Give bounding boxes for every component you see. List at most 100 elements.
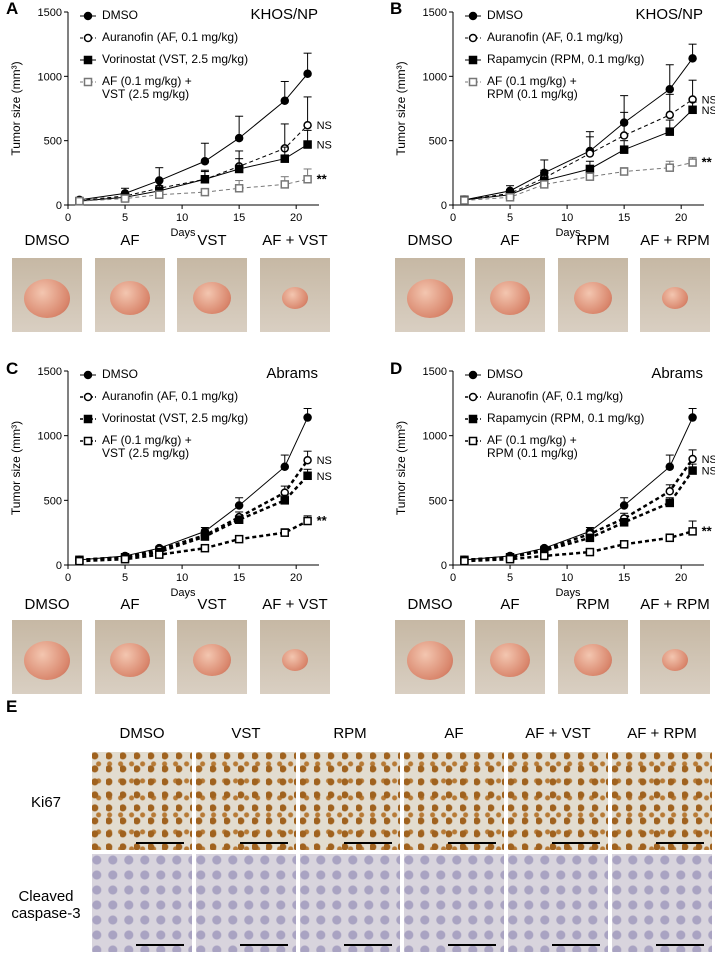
tumor [282, 649, 308, 672]
panel-letter: D [390, 359, 403, 378]
legend-marker [468, 55, 478, 65]
photo-label: AF [500, 232, 520, 249]
x-tick-label: 10 [176, 212, 188, 224]
series-line [464, 109, 693, 201]
point [280, 154, 290, 163]
point [200, 157, 210, 166]
y-tick-label: 0 [441, 560, 447, 572]
point [619, 518, 629, 527]
legend-label: DMSO [102, 8, 138, 22]
row-label: Ki67 [30, 794, 62, 811]
x-tick-label: 10 [176, 572, 188, 584]
legend-marker [83, 55, 93, 65]
column-label: AF [444, 725, 464, 742]
scale-bar [448, 842, 496, 844]
legend-marker [468, 77, 478, 87]
photo-label: DMSO [407, 596, 453, 613]
tumor [574, 282, 612, 315]
annotation: NS [702, 105, 715, 117]
tumor-photo [475, 258, 545, 332]
point [619, 145, 629, 154]
annotation: NS [702, 454, 715, 466]
legend-label: Vorinostat (VST, 2.5 mg/kg) [102, 52, 249, 66]
tumor-photo [177, 258, 247, 332]
point [303, 516, 312, 526]
legend-label: AF (0.1 mg/kg) + RPM (0.1 mg/kg) [487, 433, 578, 460]
photo-label: VST [197, 232, 227, 249]
tumor-photo [475, 620, 545, 694]
tissue-image [612, 854, 712, 952]
legend-label: Auranofin (AF, 0.1 mg/kg) [102, 389, 239, 403]
tumor-photo [558, 620, 628, 694]
tissue-image [300, 854, 400, 952]
point [75, 556, 84, 566]
tumor-photo [395, 620, 465, 694]
tumor-photo [12, 258, 82, 332]
tumor [407, 278, 453, 318]
x-axis-title: Days [555, 587, 581, 599]
photo-label: AF + RPM [640, 596, 710, 613]
y-tick-label: 0 [441, 200, 447, 212]
series-line [464, 458, 694, 562]
legend-label: AF (0.1 mg/kg) + RPM (0.1 mg/kg) [487, 74, 578, 101]
x-tick-label: 0 [65, 572, 71, 584]
photo-label: AF + VST [262, 232, 328, 249]
y-tick-label: 500 [44, 495, 62, 507]
tumor [193, 282, 231, 315]
tumor [490, 643, 530, 678]
point [303, 471, 312, 481]
tumor [110, 643, 150, 678]
legend-marker [83, 33, 93, 43]
point [120, 194, 130, 203]
point [688, 413, 697, 422]
tumor-photo [12, 620, 82, 694]
x-tick-label: 15 [618, 212, 630, 224]
legend-marker [468, 436, 478, 446]
scale-bar [656, 842, 704, 844]
point [688, 105, 697, 115]
legend-marker [83, 77, 93, 87]
panel-letter: E [6, 697, 18, 716]
tumor [407, 640, 453, 680]
annotation: NS [317, 471, 332, 483]
legend-label: DMSO [102, 367, 138, 381]
annotation: ** [317, 513, 328, 528]
point [234, 515, 244, 524]
tumor [24, 640, 70, 680]
chart-title: KHOS/NP [635, 6, 703, 23]
y-tick-label: 1500 [423, 366, 447, 378]
y-axis-title: Tumor size (mm³) [9, 61, 23, 155]
point [505, 193, 515, 202]
legend-label: Vorinostat (VST, 2.5 mg/kg) [102, 411, 249, 425]
series-line [79, 519, 309, 563]
tumor-photo [95, 258, 165, 332]
panel-letter: A [6, 0, 19, 18]
annotation: ** [702, 155, 713, 170]
legend-marker [83, 370, 93, 380]
chart-title: KHOS/NP [250, 6, 318, 23]
point [460, 556, 469, 566]
x-axis-title: Days [170, 227, 196, 239]
x-tick-label: 10 [561, 212, 573, 224]
tissue-image [404, 854, 504, 952]
x-tick-label: 0 [450, 212, 456, 224]
point [665, 84, 675, 94]
x-axis-title: Days [170, 587, 196, 599]
point [505, 554, 515, 564]
scale-bar [240, 842, 288, 844]
tumor-photo [95, 620, 165, 694]
tissue-image [612, 752, 712, 850]
point [234, 501, 244, 510]
scale-bar [552, 944, 600, 946]
tumor [490, 281, 530, 316]
point [585, 172, 595, 181]
tumor-photo [260, 620, 330, 694]
x-tick-label: 20 [675, 572, 687, 584]
row-label: Cleaved caspase-3 [11, 888, 81, 922]
legend-label: AF (0.1 mg/kg) + VST (2.5 mg/kg) [102, 433, 192, 460]
y-tick-label: 1500 [423, 7, 447, 19]
point [665, 498, 675, 508]
y-tick-label: 1500 [38, 7, 62, 19]
tumor [110, 281, 150, 316]
legend-label: Rapamycin (RPM, 0.1 mg/kg) [487, 52, 645, 66]
